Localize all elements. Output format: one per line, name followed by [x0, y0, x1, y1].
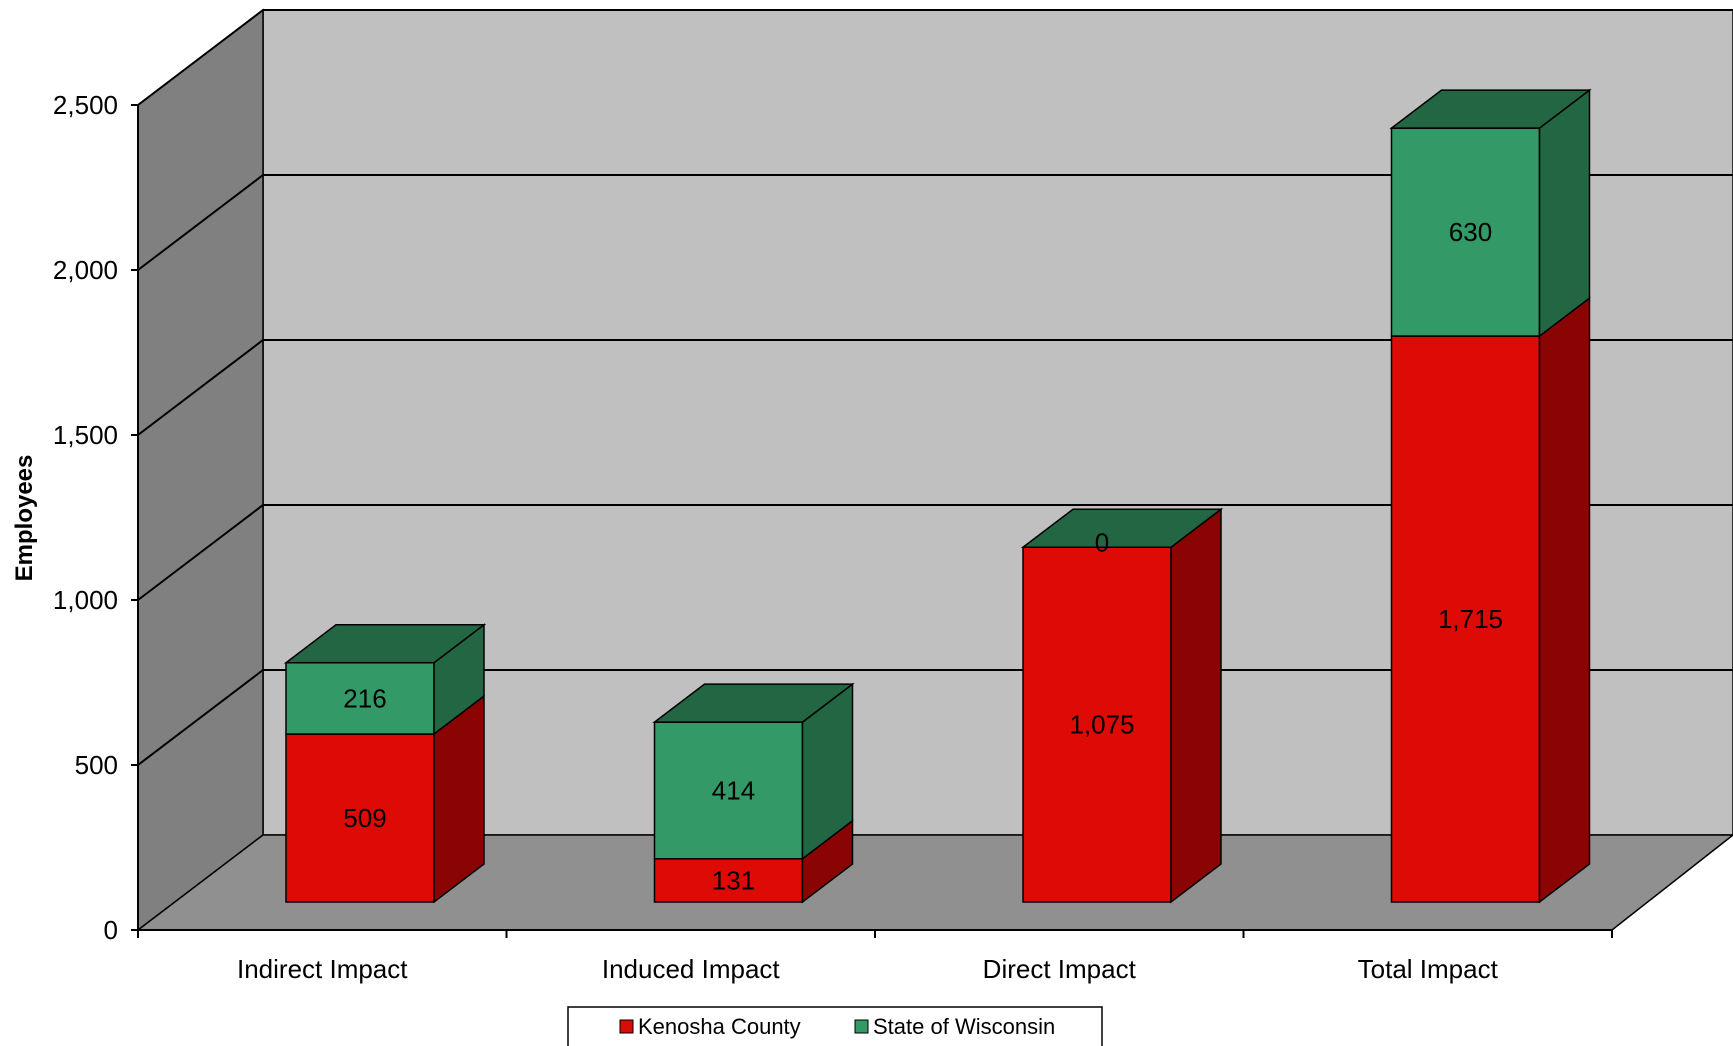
bar-total-impact-state-of-wisconsin: [1390, 127, 1541, 337]
data-label: 509: [343, 803, 386, 833]
x-tick-label: Direct Impact: [983, 954, 1137, 984]
bar-direct-impact-kenosha-county-side: [1170, 507, 1222, 904]
legend-swatch-1: [854, 1019, 869, 1034]
gridlines: [137, 9, 1733, 766]
y-tick-label: 1,000: [53, 585, 118, 615]
gridline-1: [137, 669, 1733, 766]
legend: Kenosha County State of Wisconsin: [567, 1006, 1103, 1046]
bar-top-indirect-impact: [283, 624, 487, 664]
bar-top-direct-impact: [1020, 508, 1224, 548]
gridline-4: [137, 174, 1733, 271]
legend-swatch-0: [619, 1019, 634, 1034]
legend-label-1: State of Wisconsin: [873, 1014, 1055, 1039]
y-tick-label: 500: [75, 750, 118, 780]
data-label: 1,075: [1069, 710, 1134, 740]
data-label: 1,715: [1438, 604, 1503, 634]
data-label: 414: [712, 775, 755, 805]
legend-box: [567, 1006, 1103, 1046]
bar-total-impact-state-of-wisconsin-side: [1538, 88, 1591, 338]
bar-direct-impact-kenosha-county: [1022, 546, 1172, 903]
bar-top-total-impact: [1389, 89, 1592, 129]
data-label: 0: [1095, 527, 1109, 557]
axes: 0 500 1,000 1,500 2,000 2,500 Indirect Impact I…: [53, 90, 1613, 984]
gridline-2: [137, 504, 1733, 601]
bar-total-impact-kenosha-county: [1390, 335, 1541, 903]
y-axis-label: Employees: [11, 455, 38, 582]
bar-induced-impact-kenosha-county: [653, 858, 804, 903]
x-tick-label: Indirect Impact: [237, 954, 408, 984]
chart-walls: [135, 8, 1733, 932]
bars: [283, 88, 1592, 904]
y-tick-label: 0: [104, 915, 118, 945]
gridline-3: [137, 339, 1733, 436]
y-tick-label: 1,500: [53, 420, 118, 450]
legend-label-0: Kenosha County: [638, 1014, 801, 1039]
gridline-5: [137, 9, 1733, 106]
bar-top-induced-impact: [652, 683, 855, 723]
x-tick-label: Total Impact: [1358, 954, 1499, 984]
y-tick-label: 2,000: [53, 255, 118, 285]
side-wall: [137, 8, 264, 932]
data-label: 630: [1449, 217, 1492, 247]
data-label: 131: [712, 865, 755, 895]
y-tick-label: 2,500: [53, 90, 118, 120]
bar-induced-impact-state-of-wisconsin: [653, 721, 804, 860]
data-labels: 509 216 131 414 1,075 0 1,715 630: [343, 217, 1503, 895]
bar-indirect-impact-kenosha-county: [285, 733, 435, 903]
data-label: 216: [343, 683, 386, 713]
x-tick-label: Induced Impact: [602, 954, 781, 984]
bar-total-impact-kenosha-county-side: [1538, 296, 1591, 904]
